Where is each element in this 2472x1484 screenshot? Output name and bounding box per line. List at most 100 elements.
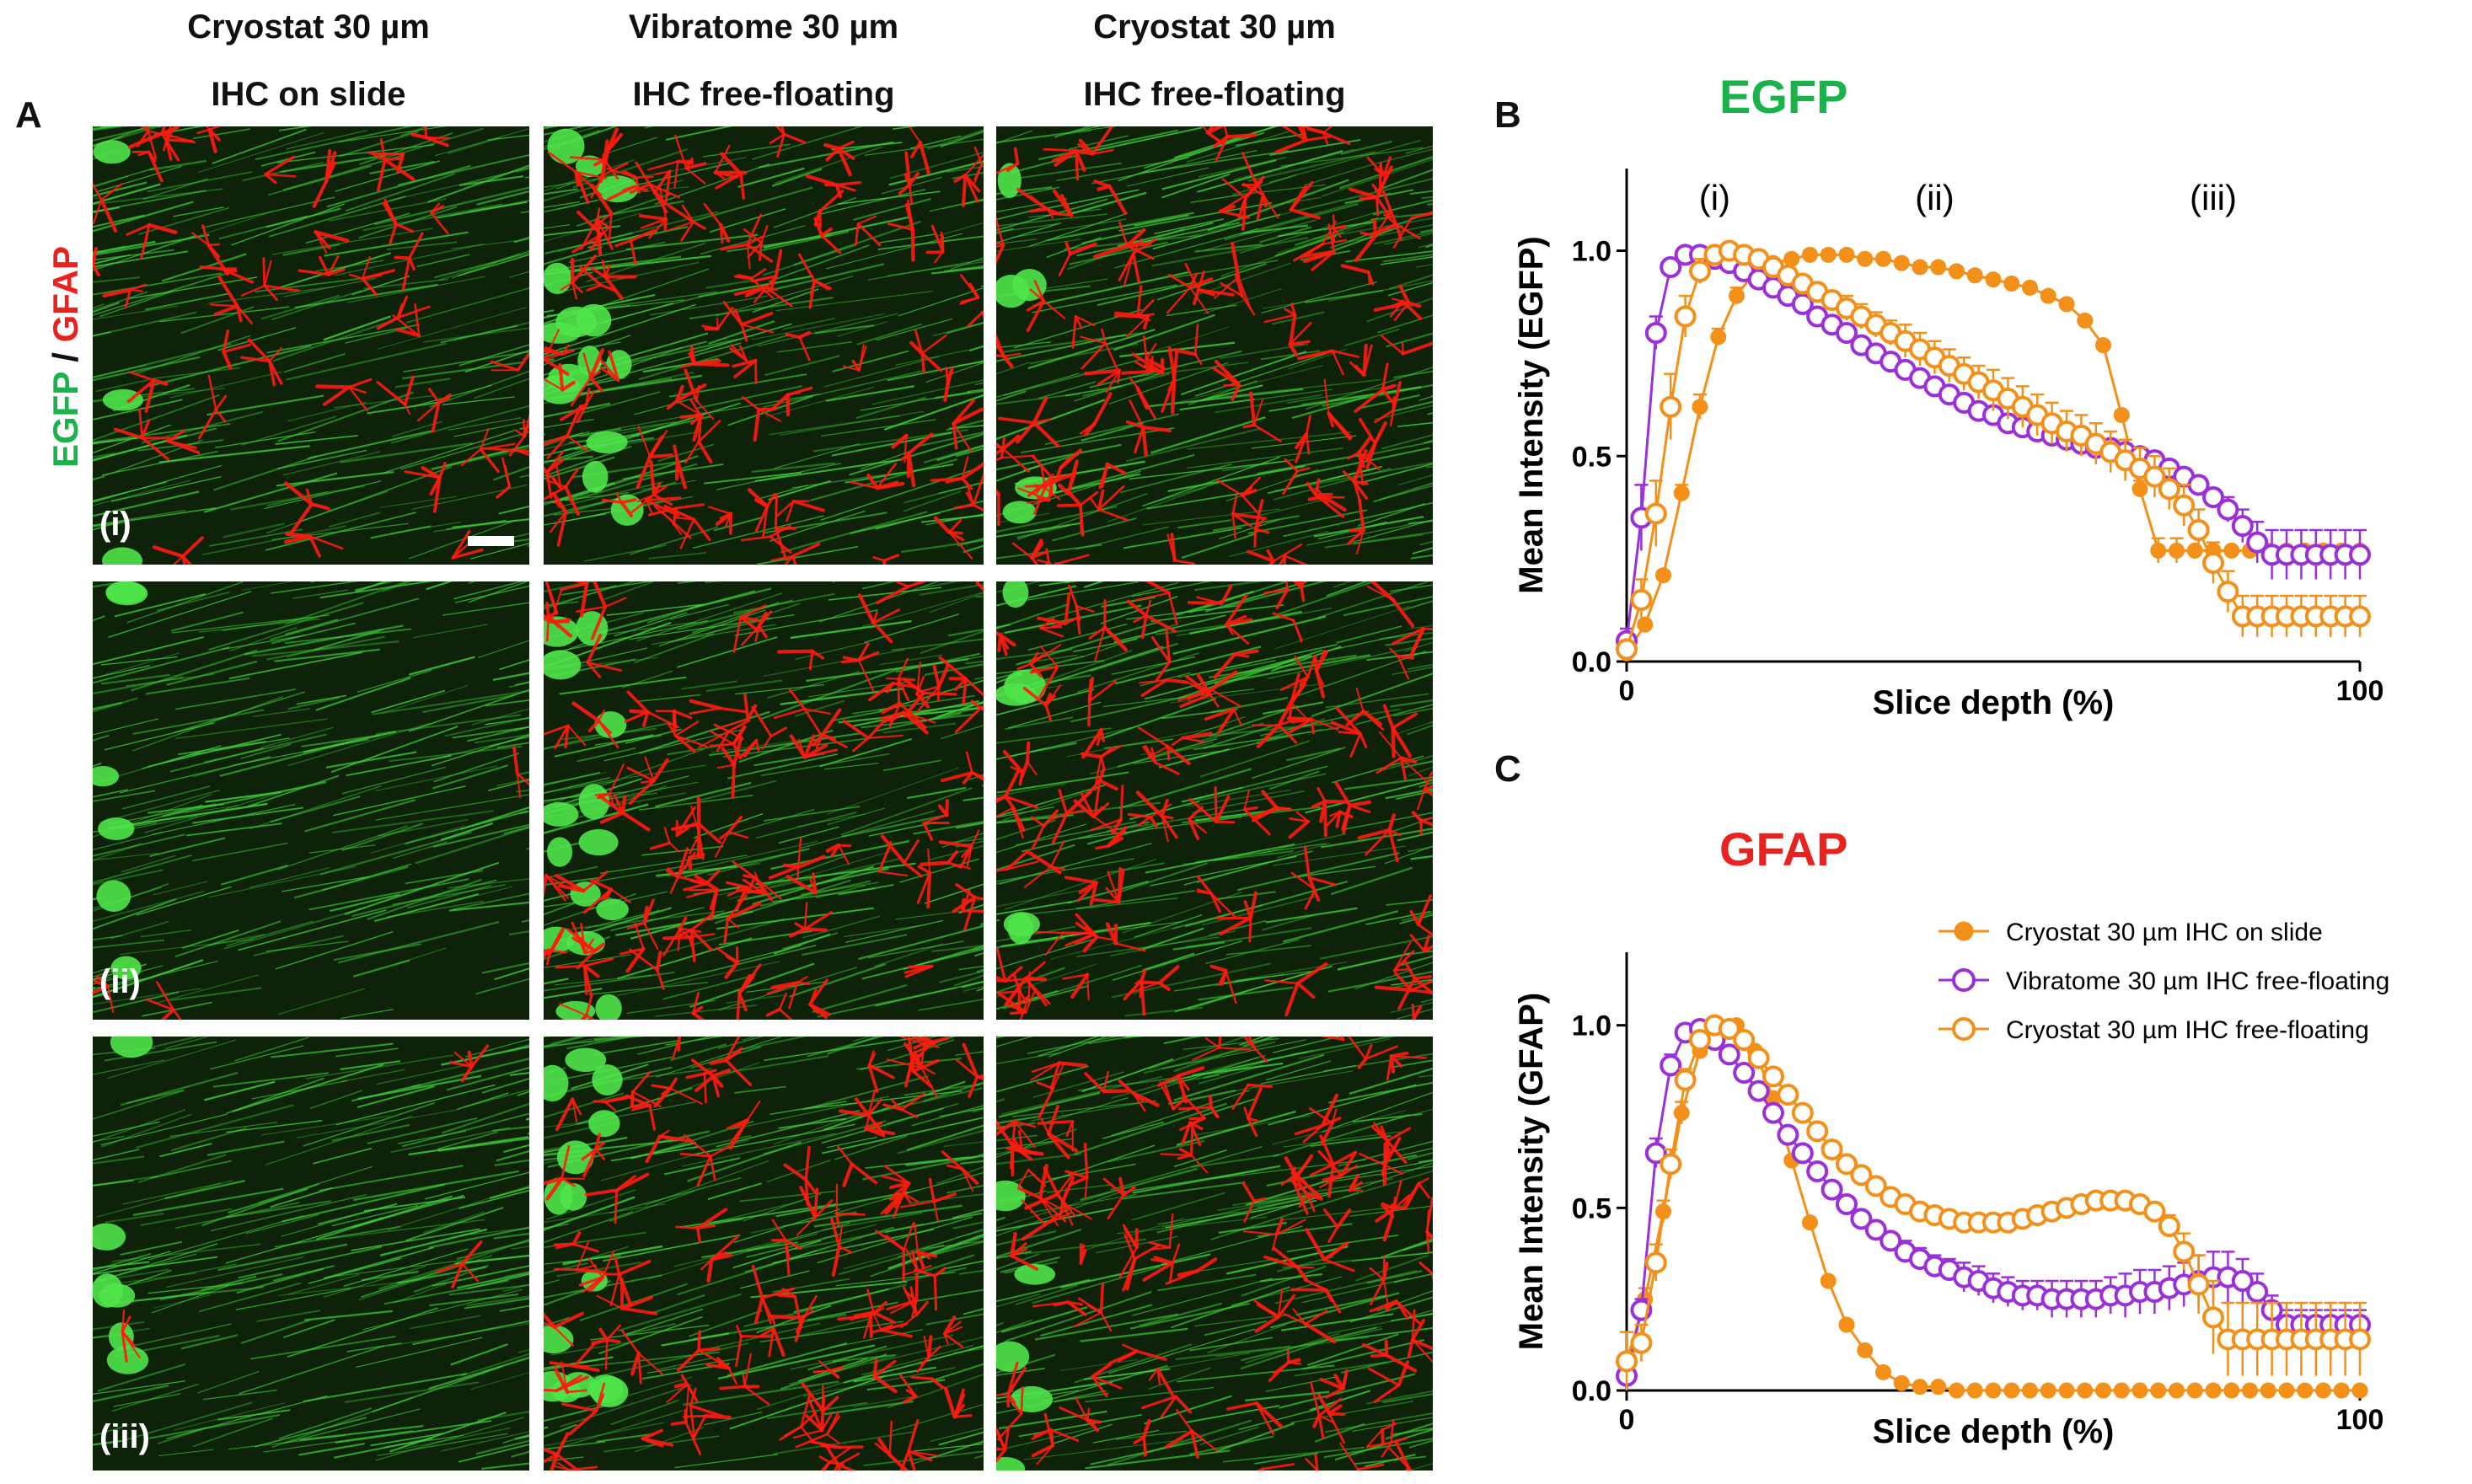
data-point <box>1644 322 1667 344</box>
data-point <box>1893 1374 1910 1391</box>
data-point <box>1710 329 1727 346</box>
scale-bar <box>468 536 514 546</box>
data-point <box>1660 395 1682 418</box>
data-point <box>1949 1382 1965 1399</box>
micrograph-image <box>544 126 984 565</box>
micrograph-image <box>544 581 984 1020</box>
data-point <box>1644 1251 1667 1274</box>
data-point <box>1733 1062 1756 1084</box>
micrograph-tile <box>93 126 529 565</box>
data-point <box>1875 1363 1891 1380</box>
data-point <box>2260 1382 2276 1399</box>
data-point <box>2058 296 2075 313</box>
data-point <box>1733 1029 1756 1051</box>
x-axis-label: Slice depth (%) <box>1873 684 2115 721</box>
column-2-line1: Vibratome 30 µm <box>628 8 899 46</box>
micrograph-image <box>93 126 529 565</box>
data-point <box>1660 1054 1682 1077</box>
data-point <box>1747 1047 1770 1069</box>
region-annotation: (iii) <box>2190 178 2237 217</box>
series-1 <box>1616 244 2371 654</box>
x-axis-label: Slice depth (%) <box>1873 1413 2115 1450</box>
micrograph-image <box>996 1037 1433 1471</box>
data-point <box>2297 1382 2314 1399</box>
data-point <box>1857 1342 1874 1358</box>
data-point <box>2231 515 2254 538</box>
series-2 <box>1616 1014 2371 1390</box>
data-point <box>1802 1214 1818 1231</box>
data-point <box>1644 502 1667 525</box>
data-point <box>1806 1160 1829 1182</box>
data-point <box>1820 1178 1843 1201</box>
data-point <box>2173 1240 2196 1263</box>
data-point <box>1689 1029 1711 1051</box>
y-tick-label: 0.0 <box>1572 646 1611 678</box>
x-tick-label: 100 <box>2336 675 2384 707</box>
micrograph-tile <box>544 126 984 565</box>
data-point <box>2003 1382 2020 1399</box>
data-point <box>1966 267 1983 284</box>
legend-label: Vibratome 30 µm IHC free-floating <box>2006 967 2389 995</box>
data-point <box>2169 542 2185 559</box>
data-point <box>1630 1331 1653 1354</box>
row-label-ii: (ii) <box>99 963 141 1000</box>
data-point <box>1985 1382 2002 1399</box>
series-1 <box>1616 1018 2371 1387</box>
data-point <box>1912 1379 1928 1396</box>
data-point <box>1689 260 1711 282</box>
data-point <box>1806 1120 1829 1143</box>
data-point <box>1802 246 1818 263</box>
data-point <box>1660 256 1682 278</box>
data-point <box>1655 567 1671 584</box>
legend-marker <box>1952 1017 1976 1041</box>
data-point <box>2150 1382 2167 1399</box>
column-3-line2: IHC free-floating <box>1083 76 1346 113</box>
data-point <box>2186 542 2203 559</box>
region-annotation: (i) <box>1699 178 1730 217</box>
data-point <box>1912 259 1928 276</box>
data-point <box>2349 1328 2371 1351</box>
data-point <box>2217 581 2239 603</box>
column-1-title: Cryostat 30 µm IHC on slide <box>93 10 524 111</box>
data-point <box>2143 1200 2166 1223</box>
data-point <box>2040 287 2056 304</box>
data-point <box>1820 246 1837 263</box>
data-point <box>2143 465 2166 488</box>
micrograph-tile <box>93 581 529 1020</box>
row-label-iii: (iii) <box>99 1418 150 1455</box>
data-point <box>1836 322 1858 344</box>
y-tick-label: 0.0 <box>1572 1375 1611 1407</box>
data-point <box>2186 1382 2203 1399</box>
axes: 0.0 0.5 1.0 0 100 <box>1572 169 2384 707</box>
series-line <box>1625 249 2360 650</box>
data-point <box>1966 1382 1983 1399</box>
chart-c-gfap: 0.0 0.5 1.0 0 100 Slice depth (%) Mean Intensi… <box>1513 919 2389 1450</box>
data-point <box>2077 1382 2094 1399</box>
data-point <box>1985 271 2002 288</box>
stain-label-egfp: EGFP <box>46 372 85 468</box>
data-point <box>1893 254 1910 271</box>
data-point <box>1949 263 1965 280</box>
data-point <box>2202 486 2224 508</box>
legend-label: Cryostat 30 µm IHC on slide <box>2006 919 2323 946</box>
column-2-line2: IHC free-floating <box>632 76 895 113</box>
data-point <box>2095 337 2111 354</box>
data-point <box>1875 250 1891 267</box>
data-point <box>2223 1382 2240 1399</box>
data-point <box>2202 552 2224 574</box>
data-point <box>2077 312 2094 329</box>
data-point <box>2349 605 2371 628</box>
data-point <box>1637 616 1654 633</box>
row-label-i: (i) <box>99 506 131 543</box>
y-tick-label: 1.0 <box>1572 1010 1611 1042</box>
stain-label-gfap: GFAP <box>46 246 85 343</box>
micrograph-image <box>544 1037 984 1471</box>
data-point <box>1836 1193 1858 1215</box>
data-point <box>1777 1084 1799 1106</box>
chart-b-egfp: 0.0 0.5 1.0 0 100 Slice depth (%) Mean Intensi… <box>1513 169 2384 721</box>
data-point <box>1791 1101 1814 1124</box>
series-2 <box>1616 239 2371 661</box>
stain-label: EGFP / GFAP <box>46 246 86 468</box>
column-3-title: Cryostat 30 µm IHC free-floating <box>996 10 1433 111</box>
column-3-line1: Cryostat 30 µm <box>1093 8 1336 46</box>
